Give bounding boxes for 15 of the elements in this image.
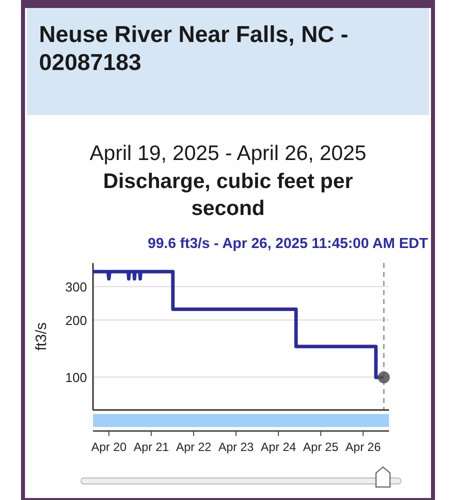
x-tick-label: Apr 26 [345,440,382,454]
x-tick-label: Apr 20 [91,440,127,454]
y-tick-label: 300 [65,280,87,295]
x-tick-label: Apr 25 [303,440,339,454]
x-tick-label: Apr 22 [176,440,212,454]
chart-title: Neuse River Near Falls, NC - 02087183 [39,21,348,75]
x-tick-label: Apr 24 [260,440,296,454]
x-tick-label: Apr 23 [218,440,254,454]
y-tick-label: 100 [65,370,87,386]
y-axis-title: ft3/s [33,322,50,351]
x-tick-label: Apr 21 [134,440,170,454]
chart-subtitle: April 19, 2025 - April 26, 2025 [90,142,366,165]
y-tick-label: 200 [65,313,87,328]
text: 99.6 ft3/s - Apr 26, 2025 11:45:00 AM EDT [148,236,428,252]
text: Discharge, cubic feet per second [103,170,353,220]
